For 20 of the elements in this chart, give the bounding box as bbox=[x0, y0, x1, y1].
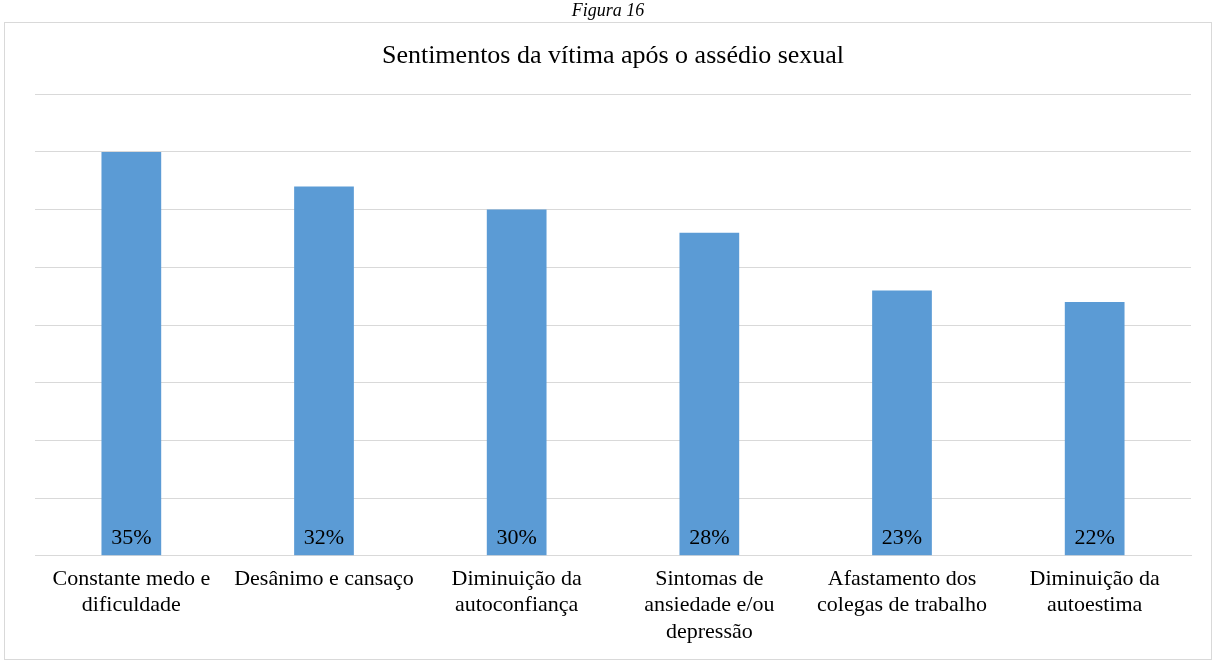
x-tick-label: Desânimo e cansaço bbox=[234, 564, 414, 590]
bar bbox=[101, 151, 162, 556]
chart-title: Sentimentos da vítima após o assédio sexual bbox=[381, 40, 845, 70]
data-label: 35% bbox=[111, 524, 152, 550]
data-label: 28% bbox=[689, 524, 730, 550]
text: Figura 16 bbox=[570, 0, 646, 20]
x-tick-label: Constante medo e dificuldade bbox=[52, 564, 211, 617]
bar bbox=[486, 209, 547, 556]
data-label: 32% bbox=[303, 524, 345, 550]
data-label: 22% bbox=[1074, 524, 1115, 550]
bar bbox=[1064, 301, 1125, 556]
x-tick-label: Sintomas de ansiedade e/ou depressão bbox=[644, 564, 775, 643]
x-tick-label: Diminuição da autoconfiança bbox=[451, 564, 582, 617]
bar bbox=[294, 186, 354, 556]
x-tick-label: Diminuição da autoestima bbox=[1029, 564, 1160, 617]
x-tick-label: Afastamento dos colegas de trabalho bbox=[817, 564, 987, 617]
data-label: 30% bbox=[496, 524, 537, 550]
bar bbox=[872, 290, 932, 556]
bar bbox=[679, 232, 740, 556]
data-label: 23% bbox=[881, 524, 923, 550]
